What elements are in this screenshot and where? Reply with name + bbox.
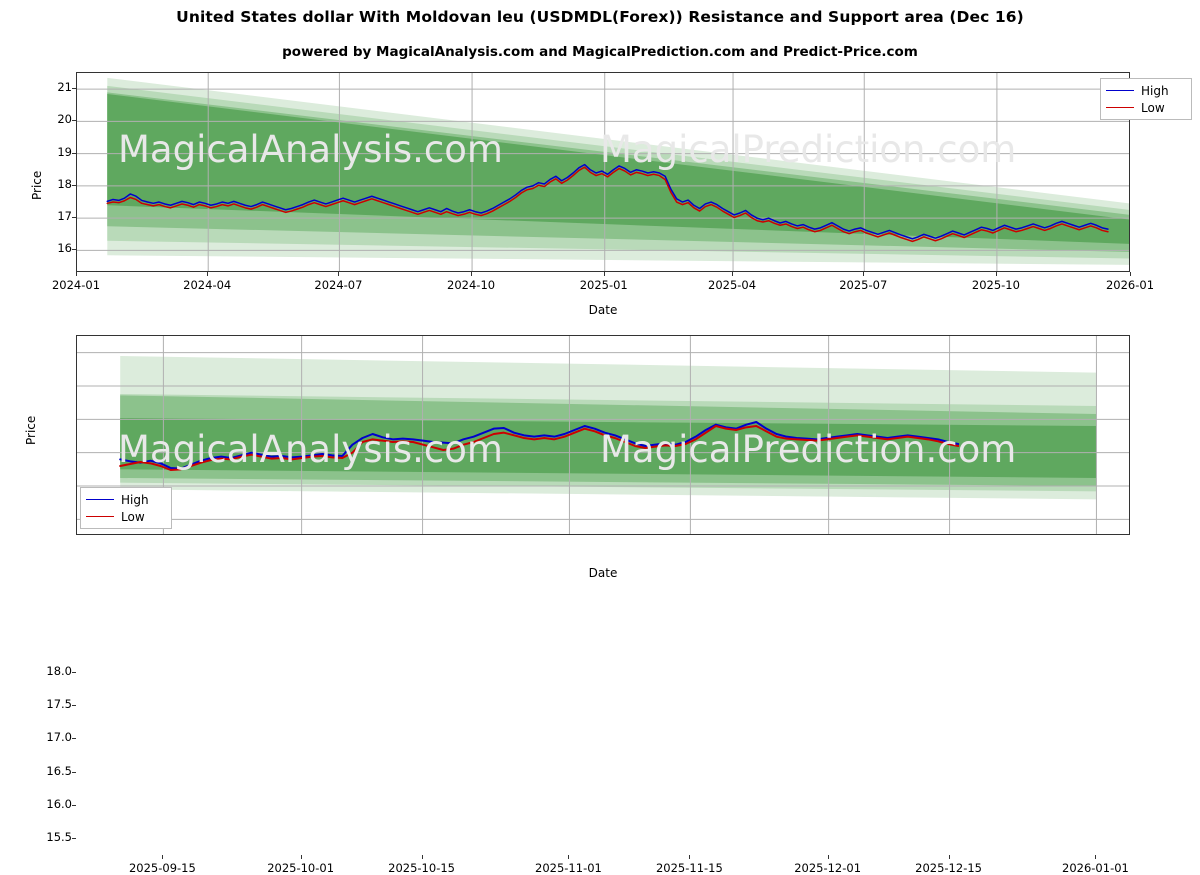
y-tick-label: 17.5 bbox=[46, 697, 72, 711]
x-tick-mark bbox=[732, 272, 734, 276]
x-tick-label: 2025-10 bbox=[971, 278, 1020, 292]
x-tick-mark bbox=[338, 272, 340, 276]
legend-line-low bbox=[86, 516, 114, 517]
legend-entry-low[interactable]: Low bbox=[86, 508, 164, 525]
x-tick-label: 2025-09-15 bbox=[128, 861, 196, 875]
x-tick-mark bbox=[471, 272, 473, 276]
y-tick-mark bbox=[72, 152, 76, 154]
y-tick-label: 19 bbox=[57, 144, 72, 159]
legend-entry-high[interactable]: High bbox=[86, 491, 164, 508]
x-tick-label: 2025-10-01 bbox=[267, 861, 335, 875]
y-tick-label: 21 bbox=[57, 80, 72, 95]
y-tick-mark bbox=[72, 184, 76, 186]
x-tick-mark bbox=[863, 272, 865, 276]
legend-line-high bbox=[1106, 90, 1134, 91]
x-tick-label: 2024-07 bbox=[314, 278, 363, 292]
y-tick-mark bbox=[72, 249, 76, 251]
page-title: United States dollar With Moldovan leu (… bbox=[176, 8, 1024, 26]
x-tick-mark bbox=[421, 855, 423, 859]
y-tick-label: 16.0 bbox=[46, 797, 72, 811]
series-line-high bbox=[119, 421, 960, 470]
legend-label-high: High bbox=[121, 492, 149, 507]
watermark-right-bottom: MagicalPrediction.com bbox=[600, 428, 1017, 471]
zoom-x-axis-label: Date bbox=[588, 566, 618, 580]
series-line-low bbox=[119, 425, 960, 471]
x-tick-mark bbox=[948, 855, 950, 859]
x-tick-label: 2026-01 bbox=[1105, 278, 1155, 292]
y-tick-label: 18 bbox=[57, 176, 72, 191]
x-tick-label: 2025-04 bbox=[708, 278, 757, 292]
legend-line-low bbox=[1106, 107, 1134, 108]
legend-label-low: Low bbox=[121, 509, 145, 524]
y-tick-mark bbox=[72, 838, 76, 840]
overview-plot-area bbox=[76, 72, 1130, 272]
page-subtitle: powered by MagicalAnalysis.com and Magic… bbox=[282, 44, 918, 60]
overview-chart-panel: Price 16 17 18 19 20 21 MagicalAnalysis.com M… bbox=[0, 0, 1200, 320]
y-tick-mark bbox=[72, 88, 76, 90]
x-tick-mark bbox=[995, 272, 997, 276]
x-tick-mark bbox=[603, 272, 605, 276]
x-tick-mark bbox=[568, 855, 570, 859]
legend-line-high bbox=[86, 499, 114, 500]
y-tick-label: 20 bbox=[57, 112, 72, 127]
y-tick-label: 18.0 bbox=[46, 663, 72, 678]
y-tick-mark bbox=[72, 120, 76, 122]
x-tick-label: 2025-01 bbox=[579, 278, 628, 292]
y-tick-label: 16 bbox=[57, 241, 72, 256]
x-tick-mark bbox=[300, 855, 302, 859]
y-tick-label: 17.0 bbox=[46, 730, 72, 745]
y-tick-mark bbox=[72, 705, 76, 706]
x-tick-label: 2024-04 bbox=[183, 278, 232, 292]
y-tick-mark bbox=[72, 738, 76, 740]
y-tick-mark bbox=[72, 217, 76, 219]
x-tick-mark bbox=[207, 272, 209, 276]
series-line-low bbox=[106, 166, 1109, 243]
x-tick-mark bbox=[1095, 855, 1097, 859]
y-tick-label: 17 bbox=[57, 209, 72, 224]
overview-legend: High Low bbox=[1100, 78, 1192, 120]
x-tick-mark bbox=[1130, 272, 1131, 276]
x-tick-mark bbox=[76, 272, 77, 276]
y-tick-mark bbox=[72, 771, 76, 773]
legend-label-low: Low bbox=[1141, 100, 1165, 115]
overview-x-axis-label: Date bbox=[588, 303, 618, 317]
y-tick-label: 16.5 bbox=[46, 763, 72, 778]
watermark-left-bottom: MagicalAnalysis.com bbox=[118, 428, 503, 471]
x-tick-label: 2025-10-15 bbox=[388, 861, 455, 875]
watermark-right-top: MagicalPrediction.com bbox=[600, 128, 1017, 171]
x-tick-mark bbox=[162, 855, 164, 859]
x-tick-label: 2024-01 bbox=[51, 278, 101, 292]
y-tick-mark bbox=[72, 671, 76, 673]
watermark-left-top: MagicalAnalysis.com bbox=[118, 128, 503, 171]
zoom-legend: High Low bbox=[80, 487, 172, 529]
x-tick-label: 2026-01-01 bbox=[1062, 861, 1129, 875]
x-tick-mark bbox=[689, 855, 691, 859]
y-tick-label: 15.5 bbox=[46, 830, 72, 845]
x-tick-label: 2025-12-15 bbox=[915, 861, 982, 875]
zoom-chart-panel: Price 15.5 16.0 16.5 17.0 17.5 18.0 MagicalAn… bbox=[0, 320, 1200, 875]
series-line-high bbox=[106, 163, 1109, 240]
legend-label-high: High bbox=[1141, 83, 1169, 98]
x-tick-label: 2025-07 bbox=[839, 278, 888, 292]
x-tick-label: 2025-11-01 bbox=[535, 861, 602, 875]
x-tick-label: 2025-11-15 bbox=[655, 861, 723, 875]
y-tick-mark bbox=[72, 805, 76, 806]
legend-entry-high[interactable]: High bbox=[1106, 82, 1184, 99]
x-tick-mark bbox=[827, 855, 829, 859]
zoom-plot-area bbox=[76, 335, 1130, 535]
zoom-y-axis-label: Price bbox=[24, 415, 38, 445]
x-tick-label: 2025-12-01 bbox=[794, 861, 862, 875]
band-core bbox=[120, 418, 1097, 478]
x-tick-label: 2024-10 bbox=[447, 278, 496, 292]
legend-entry-low[interactable]: Low bbox=[1106, 99, 1184, 116]
